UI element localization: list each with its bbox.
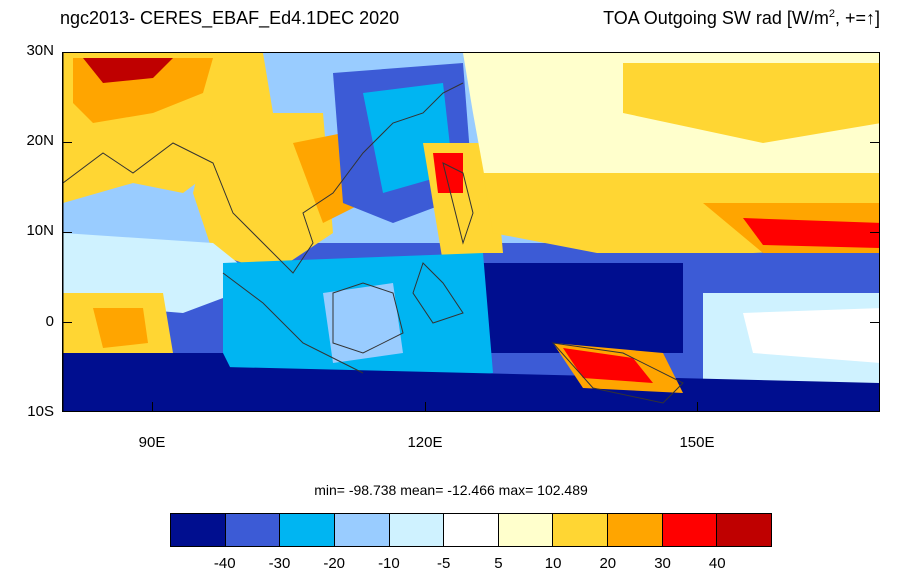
philippines-red [433, 153, 463, 193]
colorbar-label: -20 [323, 555, 346, 572]
colorbar-cell-9 [662, 514, 718, 546]
tick-bottom-90e [152, 402, 153, 412]
colorbar-label: -10 [378, 555, 400, 572]
colorbar-cell-2 [280, 514, 335, 546]
colorbar-cell-5 [444, 514, 499, 546]
colorbar-label: -40 [213, 555, 236, 572]
colorbar-label: -30 [268, 555, 291, 572]
colorbar [170, 513, 772, 547]
colorbar-cell-6 [498, 514, 554, 546]
indian-ocean-orange [93, 308, 148, 348]
lat-label-equator: 0 [45, 313, 54, 330]
map-title-right: TOA Outgoing SW rad [W/m2, +=↑] [603, 8, 880, 28]
colorbar-cell-4 [389, 514, 445, 546]
colorbar-cell-8 [608, 514, 663, 546]
colorbar-cell-0 [171, 514, 226, 546]
tick-bottom-150e [697, 402, 698, 412]
lon-label-120e: 120E [407, 434, 443, 451]
tick-left-20n [62, 142, 72, 143]
colorbar-label: 20 [599, 555, 617, 572]
lat-label-30n: 30N [26, 42, 54, 59]
lon-label-90e: 90E [138, 434, 166, 451]
tick-right-20n [870, 142, 880, 143]
coastlines [63, 82, 684, 404]
south-deep-blue [63, 363, 879, 411]
colorbar-label: 5 [494, 555, 503, 572]
itcz-red [743, 218, 879, 248]
india-hot-core [83, 58, 173, 83]
stats-summary: min= -98.738 mean= -12.466 max= 102.489 [314, 482, 588, 498]
colorbar-cell-1 [225, 514, 281, 546]
pacific-deep-blue [483, 263, 683, 353]
lat-label-20n: 20N [26, 132, 54, 149]
tick-left-10n [62, 232, 72, 233]
map-plot-area [62, 52, 880, 412]
lon-label-150e: 150E [679, 434, 715, 451]
tick-right-10n [870, 232, 880, 233]
colorbar-label: 40 [708, 555, 726, 572]
pacific-white [743, 308, 879, 363]
colorbar-label: -5 [436, 555, 451, 572]
anomaly-map [63, 53, 879, 411]
southwest-deep-blue [63, 353, 243, 393]
lat-label-10s: 10S [27, 403, 54, 420]
tick-left-30n [62, 52, 72, 53]
colorbar-cell-10 [717, 514, 772, 546]
tick-left-0 [62, 322, 72, 323]
colorbar-cell-3 [334, 514, 390, 546]
colorbar-label: 10 [544, 555, 562, 572]
borneo-light [323, 283, 403, 363]
map-title-left: ngc2013- CERES_EBAF_Ed4.1DEC 2020 [60, 8, 400, 28]
colorbar-cell-7 [553, 514, 609, 546]
pacific-north-yellow [623, 63, 879, 143]
new-guinea-red [563, 348, 653, 383]
colorbar-label: 30 [654, 555, 671, 572]
lat-label-10n: 10N [26, 222, 54, 239]
tick-bottom-120e [425, 402, 426, 412]
tick-right-0 [870, 322, 880, 323]
